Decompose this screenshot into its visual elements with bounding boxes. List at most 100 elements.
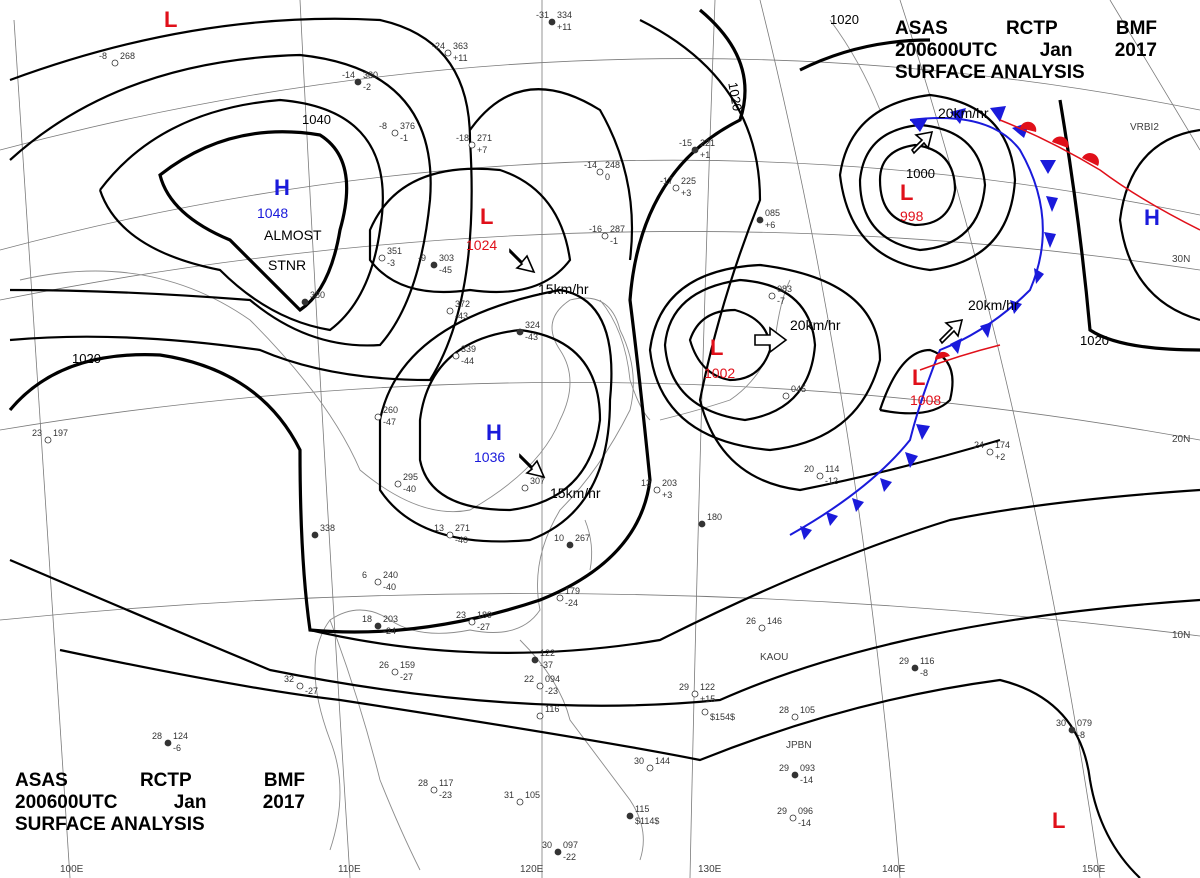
- station-tendency: -47: [383, 417, 396, 427]
- station-temperature: -8: [99, 51, 107, 61]
- low-center-letter: L: [164, 7, 177, 32]
- station-circle-icon: [111, 59, 119, 67]
- station-circle-icon: [548, 18, 556, 26]
- graticule-lon-100e: [13, 19, 71, 878]
- station-tendency: -24: [383, 626, 396, 636]
- pressure-centers: H 1048 ALMOST STNR L 1024 H 1036 L 1002 …: [164, 7, 1160, 833]
- station-circle-icon: [164, 739, 172, 747]
- station-circle-icon: [446, 307, 454, 315]
- station-circle-icon: [536, 712, 544, 720]
- station-plot: -14 248 0: [584, 160, 620, 182]
- motion-label: 15km/hr: [550, 485, 601, 501]
- station-tendency: -44: [461, 356, 474, 366]
- motion-label: 20km/hr: [938, 105, 989, 121]
- station-tendency: -45: [439, 265, 452, 275]
- station-plot: 083-7: [768, 284, 792, 306]
- station-circle-icon: [691, 690, 699, 698]
- station-plot: -24 363 +11: [432, 41, 468, 63]
- station-circle-icon: [782, 392, 790, 400]
- station-plot: 045: [782, 384, 806, 400]
- station-tendency: $154$: [710, 712, 735, 722]
- high-center-note: ALMOST: [264, 227, 322, 243]
- station-tendency: -2: [363, 82, 371, 92]
- station-circle-icon: [986, 448, 994, 456]
- motion-label: 20km/hr: [968, 297, 1019, 313]
- station-temperature: 13: [641, 478, 651, 488]
- station-tendency: -8: [920, 668, 928, 678]
- station-pressure: 097: [563, 840, 578, 850]
- fronts: [789, 106, 1200, 540]
- title-row-1: ASAS RCTP BMF: [895, 18, 1157, 40]
- station-circle-icon: [311, 531, 319, 539]
- valid-year: 2017: [1114, 40, 1157, 61]
- station-plot: -31 334 +11: [536, 10, 572, 32]
- station-circle-icon: [374, 578, 382, 586]
- station-pressure: 105: [800, 705, 815, 715]
- station-plot: 26 146: [746, 616, 782, 632]
- lon-label: 150E: [1082, 864, 1106, 875]
- station-pressure: 338: [320, 523, 335, 533]
- isobar-low-1002-outer: [663, 278, 817, 422]
- station-plot: 339-44: [452, 344, 476, 366]
- station-pressure: 221: [700, 138, 715, 148]
- isobar-west-loop: [469, 88, 634, 261]
- station-pressure: 334: [557, 10, 572, 20]
- station-circle-icon: [296, 682, 304, 690]
- low-center-letter: L: [900, 180, 913, 205]
- station-circle-icon: [789, 814, 797, 822]
- station-tendency: -40: [403, 484, 416, 494]
- station-pressure: 085: [765, 208, 780, 218]
- station-plot: -16 287 -1: [589, 224, 625, 246]
- map-title-top: ASAS RCTP BMF 200600UTC Jan 2017 SURFACE…: [895, 18, 1157, 84]
- station-pressure: 363: [453, 41, 468, 51]
- station-pressure: 197: [53, 428, 68, 438]
- station-plot: 20 114 -12: [804, 464, 839, 486]
- station-temperature: 13: [434, 523, 444, 533]
- station-circle-icon: [301, 298, 309, 306]
- graticule-lat-10n: [0, 593, 1200, 637]
- station-circle-icon: [516, 798, 524, 806]
- station-pressure: 240: [383, 570, 398, 580]
- station-pressure: 105: [525, 790, 540, 800]
- station-circle-icon: [391, 129, 399, 137]
- station-pressure: 351: [387, 246, 402, 256]
- station-circle-icon: [701, 708, 709, 716]
- station-tendency: -12: [825, 476, 838, 486]
- station-plot: 295-40: [394, 472, 418, 494]
- isobar-low-998-inner: [878, 143, 957, 227]
- station-temperature: 30: [542, 840, 552, 850]
- station-plot: 32 -27: [284, 674, 318, 696]
- lat-label: 20N: [1172, 434, 1190, 445]
- station-pressure: 096: [798, 806, 813, 816]
- motion-arrow-1008: [938, 318, 964, 345]
- station-plot: -8 376 -1: [379, 121, 415, 143]
- station-pressure: 203: [383, 614, 398, 624]
- station-temperature: 18: [362, 614, 372, 624]
- isobar-label: 1020: [725, 81, 745, 112]
- lat-label: 30N: [1172, 254, 1190, 265]
- lon-label: 100E: [60, 864, 84, 875]
- title-row-2: 200600UTC Jan 2017: [895, 40, 1157, 62]
- station-plot: 30 097 -22: [542, 840, 578, 862]
- station-tendency: -1: [610, 236, 618, 246]
- station-code: RCTP: [1005, 18, 1058, 39]
- station-plot: -9 303 -45: [418, 253, 454, 275]
- isobar-1020-northeast: [799, 38, 1200, 352]
- station-circle-icon: [646, 764, 654, 772]
- low-center-value: 998: [900, 208, 924, 224]
- station-pressure: 295: [403, 472, 418, 482]
- station-plot: 351-3: [378, 246, 402, 268]
- station-plot: 6 240 -40: [362, 570, 398, 592]
- station-circle-icon: [430, 786, 438, 794]
- station-tendency: +15: [700, 694, 715, 704]
- station-pressure: 115: [635, 804, 649, 814]
- station-temperature: 28: [418, 778, 428, 788]
- station-plot: 13 271 -40: [434, 523, 470, 545]
- low-center-1002: L 1002: [704, 335, 735, 381]
- isobar-far-east: [1118, 128, 1200, 322]
- station-pressure: 094: [545, 674, 560, 684]
- station-circle-icon: [672, 184, 680, 192]
- station-circle-icon: [452, 352, 460, 360]
- station-temperature: 22: [524, 674, 534, 684]
